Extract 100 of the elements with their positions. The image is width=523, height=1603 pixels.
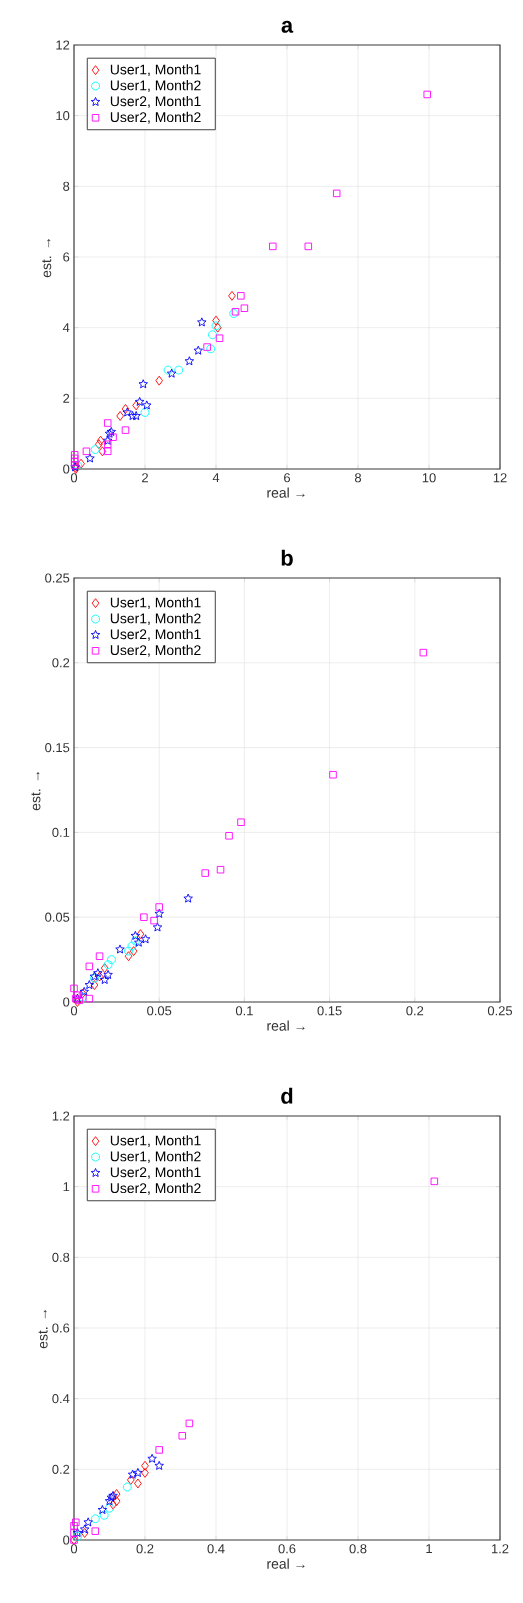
point	[129, 946, 138, 957]
point	[225, 832, 233, 840]
point	[121, 403, 130, 414]
point	[103, 419, 112, 427]
x-tick-label: 12	[493, 473, 507, 483]
point	[100, 963, 109, 973]
point	[193, 345, 203, 355]
point	[237, 818, 245, 826]
point	[140, 934, 151, 944]
y-tick-label: 12	[56, 40, 70, 50]
legend-label: User1, Month1	[110, 1135, 201, 1148]
point	[104, 1496, 115, 1506]
x-tick-label: 0.15	[317, 1006, 342, 1016]
point	[215, 334, 224, 342]
point	[155, 903, 163, 911]
legend-label: User1, Month2	[110, 80, 201, 92]
point	[95, 439, 103, 450]
point	[79, 1524, 90, 1534]
x-tick-label: 0.4	[207, 1544, 225, 1554]
point	[103, 435, 113, 445]
point	[269, 242, 277, 251]
point	[91, 1527, 100, 1535]
point	[70, 1522, 78, 1530]
point	[70, 454, 79, 463]
chart-title: a	[281, 20, 294, 33]
point	[150, 916, 158, 925]
point	[419, 648, 428, 657]
x-axis-title: real →	[267, 487, 305, 498]
point	[203, 343, 211, 351]
point	[70, 451, 79, 459]
point	[329, 770, 337, 779]
point	[85, 453, 95, 463]
point	[109, 433, 117, 441]
y-tick-label: 0.05	[45, 912, 70, 922]
point	[141, 1467, 149, 1478]
y-tick-label: 0	[63, 1535, 70, 1545]
point	[99, 1510, 109, 1520]
point	[332, 189, 341, 198]
point	[95, 971, 104, 982]
point	[183, 893, 193, 903]
point	[154, 908, 164, 918]
point	[103, 969, 113, 979]
point	[99, 975, 110, 985]
point	[155, 1446, 163, 1454]
point	[82, 447, 91, 456]
legend-label: User1, Month2	[110, 1151, 201, 1163]
legend-label: User1, Month2	[110, 613, 201, 625]
point	[423, 90, 431, 99]
point	[216, 865, 225, 874]
x-tick-label: 1	[426, 1544, 432, 1554]
point	[95, 952, 104, 960]
y-tick-label: 0	[63, 997, 70, 1007]
point	[237, 292, 245, 300]
chart-title: d	[281, 1087, 293, 1104]
x-tick-label: 0.2	[136, 1544, 154, 1554]
point	[136, 929, 145, 940]
y-tick-label: 2	[63, 393, 70, 403]
point	[70, 1529, 78, 1537]
y-tick-label: 10	[56, 111, 70, 121]
legend-label: User2, Month2	[110, 644, 201, 657]
point	[90, 445, 100, 454]
point	[126, 1475, 135, 1485]
point	[201, 869, 209, 877]
point	[72, 1528, 83, 1538]
x-tick-label: 0	[70, 473, 78, 483]
point	[208, 330, 217, 340]
y-tick-label: 6	[63, 252, 70, 262]
point	[116, 411, 124, 421]
point	[72, 1518, 80, 1527]
y-axis-title: est. →	[31, 772, 41, 811]
y-tick-label: 4	[62, 323, 70, 333]
point	[73, 1532, 82, 1541]
y-tick-label: 1.2	[52, 1111, 70, 1121]
x-tick-label: 1.2	[491, 1544, 509, 1554]
point	[130, 930, 141, 940]
point	[84, 980, 95, 990]
legend-label: User2, Month1	[110, 1166, 201, 1179]
y-tick-label: 0.2	[52, 1464, 70, 1474]
point	[134, 1478, 142, 1489]
point	[166, 368, 177, 378]
point	[121, 426, 130, 434]
point	[163, 365, 173, 375]
point	[90, 980, 99, 990]
legend-label: User1, Month1	[110, 64, 201, 77]
point	[134, 937, 144, 947]
x-tick-label: 2	[142, 473, 148, 483]
x-tick-label: 0	[70, 1544, 78, 1554]
point	[178, 1432, 187, 1440]
legend-label: User2, Month1	[110, 628, 201, 641]
x-tick-label: 0.2	[406, 1006, 424, 1016]
x-tick-label: 0.8	[349, 1544, 367, 1554]
point	[103, 960, 113, 970]
x-tick-label: 0.1	[235, 1006, 253, 1016]
point	[96, 435, 105, 446]
point	[132, 400, 140, 411]
point	[127, 941, 137, 951]
point	[85, 962, 94, 971]
point	[115, 944, 125, 954]
point	[140, 913, 148, 921]
point	[105, 1503, 114, 1513]
